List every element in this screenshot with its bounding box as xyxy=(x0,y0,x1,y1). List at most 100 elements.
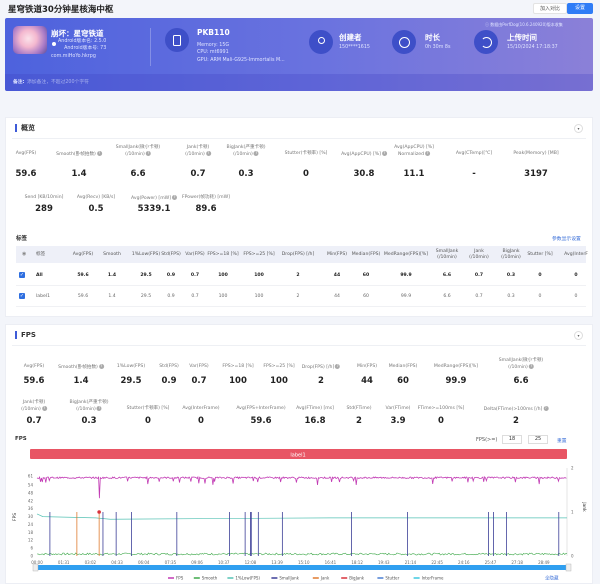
reset-link[interactable]: 重置 xyxy=(557,439,567,444)
column-header[interactable]: Smooth xyxy=(103,252,121,258)
help-icon[interactable]: ? xyxy=(335,363,341,369)
metric-label: Avg(FPS) xyxy=(16,151,36,157)
column-header[interactable]: 1%Low(FPS) xyxy=(132,252,160,258)
device-model: PKB110 xyxy=(197,28,230,37)
help-icon[interactable]: ? xyxy=(145,150,151,156)
metric-label: Avg(FPS+InterFrame) xyxy=(236,406,285,412)
settings-button[interactable]: 设置 xyxy=(567,3,593,14)
game-name: 崩坏：星穹铁道 xyxy=(51,29,104,38)
overview-metric: Avg(AppCPU) [%] Normalized? 11.1 xyxy=(394,145,434,179)
fps-chart[interactable]: label106121824303642485461012FPSJank00:0… xyxy=(0,445,600,581)
threshold-25-input[interactable]: 25 xyxy=(528,435,548,444)
table-cell: label1 xyxy=(36,294,51,299)
metric-value: 100 xyxy=(229,376,247,386)
zoom-slider-left-handle[interactable] xyxy=(32,563,39,572)
x-tick-label: 22:45 xyxy=(431,560,443,565)
table-row[interactable]: ✓ label1 59.6 1.4 29.5 0.9 0.7 100 100 2 44 60 99.9 6… xyxy=(6,287,592,305)
metric-label-line: Stutter(卡顿率) [%] xyxy=(284,150,328,156)
column-header[interactable]: 标签 xyxy=(36,252,45,258)
column-header[interactable]: FPS>=25 [%] xyxy=(243,252,274,258)
row-checkbox[interactable]: ✓ xyxy=(19,293,25,299)
column-header[interactable]: Std(FPS) xyxy=(161,252,181,258)
collapse-fps-icon[interactable]: ▾ xyxy=(574,331,583,340)
help-icon[interactable]: ? xyxy=(528,363,534,369)
column-header[interactable]: Avg(FPS) xyxy=(73,252,93,258)
x-tick-label: 16:41 xyxy=(325,560,337,565)
legend-item-stutter[interactable]: Stutter xyxy=(377,576,400,581)
metric-label: Jank(卡顿) (/10min)? xyxy=(21,400,47,412)
metric-value: 59.6 xyxy=(23,376,45,386)
x-tick-label: 03:02 xyxy=(85,560,97,565)
row-checkbox[interactable]: ✓ xyxy=(19,272,25,278)
help-icon[interactable]: ? xyxy=(172,194,178,200)
x-tick-label: 28:49 xyxy=(538,560,550,565)
x-tick-label: 24:16 xyxy=(458,560,470,565)
overview-metric: Avg(AppCPU) [%]? 30.8 xyxy=(341,145,387,179)
eye-icon[interactable]: ◉ xyxy=(22,251,27,257)
add-compare-button[interactable]: 加入对比 xyxy=(533,3,568,14)
hide-all-link[interactable]: 全隐藏 xyxy=(545,575,559,582)
param-display-settings-link[interactable]: 参数显示设置 xyxy=(552,237,581,242)
metric-value: 59.6 xyxy=(15,169,37,179)
overview-metric: Smooth(卧帧拍数)? 1.4 xyxy=(56,145,102,179)
column-header[interactable]: Drop(FPS) [/h] xyxy=(282,252,314,258)
column-header[interactable]: Avg(InterF xyxy=(564,252,588,258)
legend-item-bigjank[interactable]: BigJank xyxy=(341,576,365,581)
fps-metric: Min(FPS) 44 xyxy=(357,358,377,387)
metric-label: FPS>=25 [%] xyxy=(263,364,294,370)
help-icon[interactable]: ? xyxy=(96,150,102,156)
help-icon[interactable]: ? xyxy=(425,150,431,156)
legend-item-smalljank[interactable]: SmallJank xyxy=(271,576,300,581)
metric-label-line: Var(FPS) xyxy=(189,363,209,369)
legend-item-fps[interactable]: FPS xyxy=(168,576,184,581)
column-header[interactable]: SmallJank (/10min) xyxy=(436,249,459,260)
fps-metric: Delta(FTime)>100ms [/h]? 2 xyxy=(484,400,549,426)
column-header[interactable]: FPS>=18 [%] xyxy=(207,252,238,258)
table-header: ◉ 标签 Avg(FPS) Smooth 1%Low(FPS) Std(FPS) Var(F… xyxy=(16,246,588,263)
collapse-overview-icon[interactable]: ▾ xyxy=(574,124,583,133)
zoom-slider-right-handle[interactable] xyxy=(565,563,572,572)
metric-label-line: Send [KB/10min] xyxy=(24,194,64,200)
x-tick-label: 10:37 xyxy=(218,560,230,565)
zoom-slider-bar[interactable] xyxy=(37,565,567,570)
overview-metric: FPower(帧功耗) [mW] 89.6 xyxy=(182,189,230,215)
legend-item-1-low-fps-[interactable]: 1%Low(FPS) xyxy=(227,576,260,581)
fps-metric: Smooth(卧帧拍数)? 1.4 xyxy=(58,358,104,386)
threshold-label: FPS(>=) xyxy=(476,437,498,443)
table-cell: 0 xyxy=(574,294,578,299)
help-icon[interactable]: ? xyxy=(381,150,387,156)
column-header[interactable]: Stutter [%] xyxy=(527,252,552,258)
phone-icon xyxy=(165,28,189,52)
duration-value: 0h 30m 8s xyxy=(425,45,451,50)
threshold-18-input[interactable]: 18 xyxy=(502,435,522,444)
table-cell: All xyxy=(36,273,43,278)
legend-item-smooth[interactable]: Smooth xyxy=(193,576,218,581)
column-header[interactable]: Median(FPS) xyxy=(352,252,381,258)
package-name: com.miHoYo.hkrpg xyxy=(51,54,96,59)
help-icon[interactable]: ? xyxy=(253,150,259,156)
column-header[interactable]: Var(FPS) xyxy=(185,252,204,258)
y2-tick-label: 1 xyxy=(571,510,574,515)
metric-value: 1.4 xyxy=(73,376,89,386)
help-icon[interactable]: ? xyxy=(98,363,104,369)
fps-metric: Avg(InterFrame) 0 xyxy=(182,400,219,427)
table-row[interactable]: ✓ All 59.6 1.4 29.5 0.9 0.7 100 100 2 44 60 99.9 6.6 0… xyxy=(6,266,592,284)
metric-label-line: Smooth(卧帧拍数)? xyxy=(58,363,104,370)
column-header[interactable]: MedRange(FPS)[%] xyxy=(384,252,428,258)
column-header[interactable]: Jank (/10min) xyxy=(469,249,489,260)
help-icon[interactable]: ? xyxy=(41,405,47,411)
metric-label: Avg(Power) [mW]? xyxy=(131,194,178,202)
help-icon[interactable]: ? xyxy=(543,405,549,411)
column-header[interactable]: Min(FPS) xyxy=(327,252,347,258)
metric-label: Jank(卡顿) (/10min)? xyxy=(185,145,211,157)
column-header-line: BigJank xyxy=(502,249,520,254)
table-cell: 100 xyxy=(218,294,228,299)
help-icon[interactable]: ? xyxy=(96,405,102,411)
column-header-line: Median(FPS) xyxy=(351,252,381,257)
legend-item-jank[interactable]: Jank xyxy=(312,576,330,581)
remark-input[interactable]: 添加备注，不超过200个字符 xyxy=(27,80,89,85)
column-header-line: (/10min) xyxy=(469,254,489,260)
column-header[interactable]: BigJank (/10min) xyxy=(501,249,521,260)
legend-item-interframe[interactable]: InterFrame xyxy=(413,576,444,581)
help-icon[interactable]: ? xyxy=(205,150,211,156)
